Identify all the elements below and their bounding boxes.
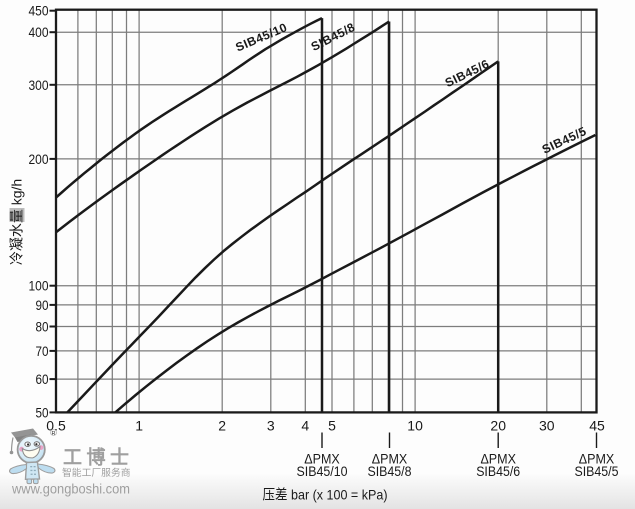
svg-text:工博士: 工博士 (63, 446, 134, 469)
svg-text:0.5: 0.5 (46, 418, 66, 434)
svg-text:ΔPMX: ΔPMX (304, 451, 340, 466)
svg-text:压差 bar (x 100 = kPa): 压差 bar (x 100 = kPa) (263, 487, 388, 503)
svg-text:ΔPMX: ΔPMX (480, 451, 516, 466)
svg-text:200: 200 (29, 151, 49, 167)
svg-text:4: 4 (301, 418, 309, 434)
svg-text:30: 30 (539, 418, 555, 434)
svg-text:80: 80 (36, 319, 49, 335)
svg-text:70: 70 (36, 343, 49, 359)
svg-text:3: 3 (267, 418, 275, 434)
svg-text:400: 400 (29, 24, 49, 40)
svg-text:R: R (52, 431, 56, 437)
svg-text:100: 100 (29, 278, 49, 294)
svg-text:SIB45/5: SIB45/5 (575, 464, 619, 479)
svg-text:ΔPMX: ΔPMX (372, 451, 408, 466)
svg-text:20: 20 (490, 418, 506, 434)
svg-text:智能工厂服务商: 智能工厂服务商 (62, 466, 131, 479)
svg-text:SIB45/6: SIB45/6 (476, 464, 520, 479)
svg-text:50: 50 (36, 404, 49, 420)
svg-text:www.gongboshi.com: www.gongboshi.com (11, 482, 130, 497)
svg-text:ΔPMX: ΔPMX (579, 451, 615, 466)
svg-text:10: 10 (407, 418, 423, 434)
svg-text:450: 450 (29, 3, 49, 19)
svg-text:60: 60 (36, 371, 49, 387)
svg-text:45: 45 (589, 418, 605, 434)
svg-text:90: 90 (36, 297, 49, 313)
svg-text:300: 300 (29, 77, 49, 93)
svg-text:1: 1 (135, 418, 143, 434)
svg-text:冷凝水量 kg/h: 冷凝水量 kg/h (9, 179, 25, 265)
svg-text:SIB45/8: SIB45/8 (368, 464, 412, 479)
svg-text:2: 2 (218, 418, 226, 434)
svg-text:SIB45/10: SIB45/10 (297, 464, 348, 479)
svg-text:5: 5 (328, 418, 336, 434)
